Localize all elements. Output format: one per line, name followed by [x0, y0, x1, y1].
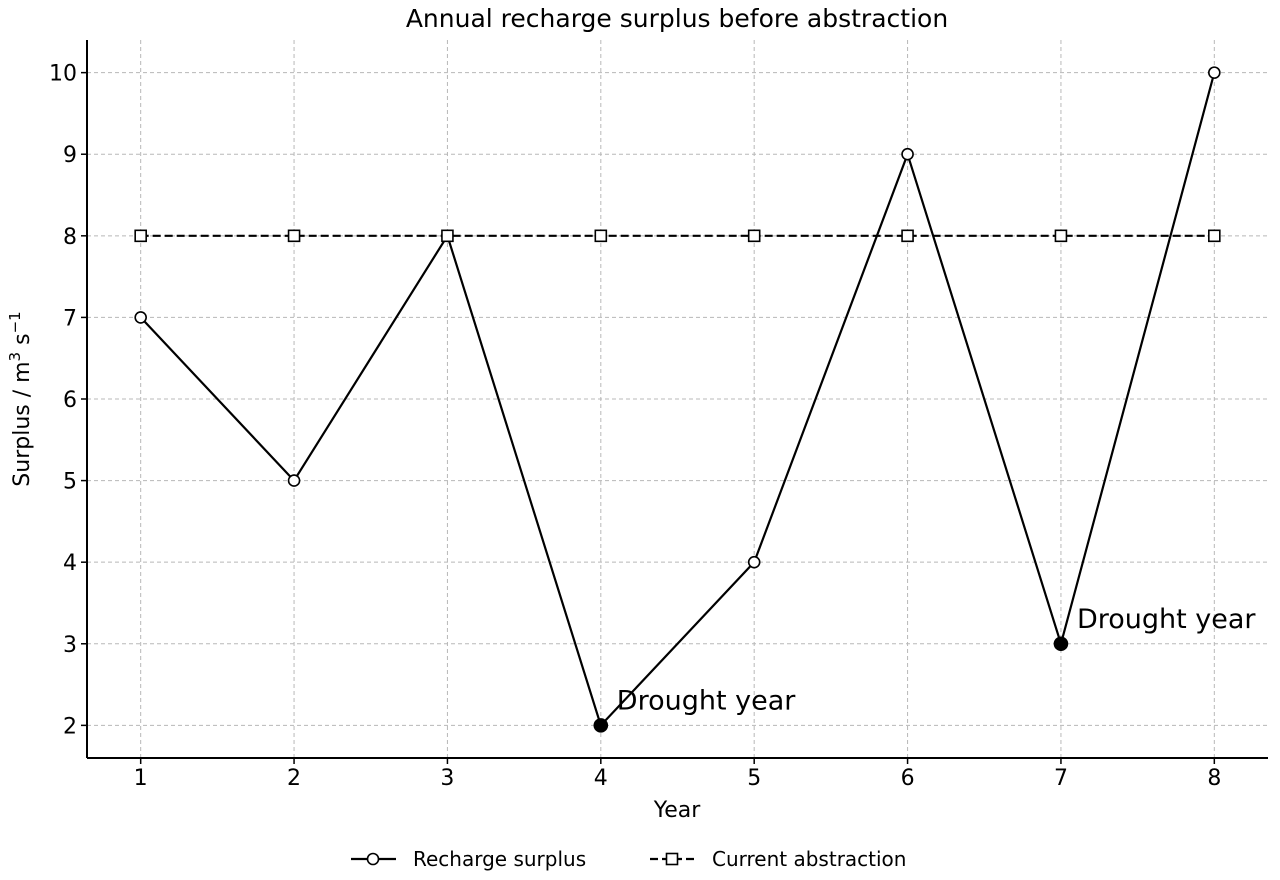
data-point [1208, 66, 1221, 79]
legend-marker [665, 852, 679, 866]
legend: Recharge surplus Current abstraction [351, 847, 906, 871]
axes: 1 2 3 4 5 6 7 8 2 3 4 5 6 7 8 9 10 [49, 40, 1268, 791]
y-axis-label-exponent: 3 [6, 352, 24, 362]
data-point [901, 147, 914, 161]
data-point [134, 311, 147, 324]
annotation-label: Drought year [617, 685, 796, 716]
data-point [441, 229, 454, 243]
data-point [287, 474, 301, 487]
x-tick-label: 3 [440, 766, 454, 791]
annotations: Drought year Drought year [617, 604, 1257, 717]
series-layer [134, 66, 1221, 733]
data-point [747, 229, 761, 243]
y-tick-label: 7 [63, 306, 77, 331]
data-point [1208, 229, 1221, 243]
data-point [594, 229, 608, 243]
grid [87, 40, 1268, 758]
data-point [1054, 229, 1068, 243]
legend-marker [366, 852, 380, 866]
y-tick-label: 5 [63, 470, 77, 495]
annotation-label: Drought year [1077, 604, 1256, 635]
y-tick-label: 8 [63, 225, 77, 250]
y-axis-label-unit: s [10, 333, 35, 351]
legend-label: Recharge surplus [413, 847, 586, 871]
data-point-highlighted [1053, 636, 1069, 652]
y-tick-label: 9 [63, 143, 77, 168]
x-axis-label: Year [653, 798, 702, 823]
x-tick-label: 4 [594, 766, 608, 791]
data-point-highlighted [593, 718, 609, 733]
x-tick-label: 8 [1207, 766, 1221, 791]
y-tick-label: 3 [63, 633, 77, 658]
x-tick-label: 1 [134, 766, 148, 791]
y-tick-label: 4 [63, 551, 77, 576]
series-current-abstraction [134, 229, 1221, 243]
y-tick-label: 10 [49, 62, 77, 87]
data-point [747, 555, 761, 569]
data-point [901, 229, 914, 243]
x-tick-label: 2 [287, 766, 301, 791]
data-point [287, 229, 301, 243]
legend-label: Current abstraction [712, 847, 906, 871]
data-point [134, 229, 147, 243]
y-tick-label: 6 [63, 388, 77, 413]
series-line [139, 72, 1216, 728]
y-axis-label: Surplus / m3 s−1 [6, 311, 35, 486]
x-tick-label: 7 [1054, 766, 1068, 791]
x-tick-label: 5 [747, 766, 761, 791]
y-tick-label: 2 [63, 714, 77, 739]
legend-item: Current abstraction [650, 847, 906, 871]
y-axis-label-exponent-2: −1 [6, 311, 24, 333]
x-tick-label: 6 [901, 766, 915, 791]
chart-title: Annual recharge surplus before abstracti… [406, 4, 948, 33]
legend-item: Recharge surplus [351, 847, 586, 871]
